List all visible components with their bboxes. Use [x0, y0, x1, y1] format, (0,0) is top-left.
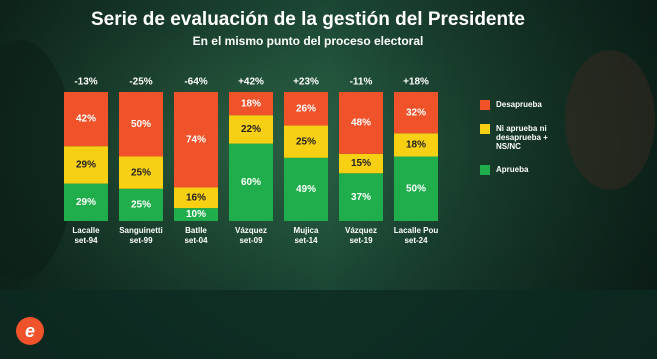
value-label: 48%	[351, 118, 371, 129]
value-label: 49%	[296, 184, 316, 195]
chart-subtitle: En el mismo punto del proceso electoral	[193, 34, 424, 48]
bar-segment	[174, 208, 218, 221]
value-label: 16%	[186, 192, 206, 203]
x-tick-label: Vázquez	[345, 226, 377, 235]
x-tick-label: set-24	[404, 236, 428, 245]
net-label: +18%	[403, 77, 429, 88]
value-label: 15%	[351, 158, 371, 169]
value-label: 29%	[76, 197, 96, 208]
x-tick-label: Lacalle Pou	[394, 226, 439, 235]
x-tick-label: set-09	[239, 236, 263, 245]
value-label: 37%	[351, 192, 371, 203]
bar-segment	[119, 92, 163, 157]
value-label: 25%	[131, 200, 151, 211]
legend-swatch	[480, 124, 490, 134]
bar-segment	[339, 173, 383, 221]
legend-label: Desaprueba	[496, 100, 542, 109]
logo-letter: e	[25, 321, 35, 341]
legend-item: Aprueba	[480, 165, 580, 175]
footer	[0, 290, 657, 359]
net-label: -11%	[350, 77, 373, 88]
chart-title: Serie de evaluación de la gestión del Pr…	[91, 9, 525, 30]
bar-segment	[284, 92, 328, 126]
value-label: 25%	[296, 136, 316, 147]
bar-segment	[284, 125, 328, 158]
bar-segment	[174, 187, 218, 209]
bar-segment	[229, 115, 273, 144]
value-label: 50%	[131, 119, 151, 130]
portrait	[565, 50, 655, 190]
bar-segment	[339, 153, 383, 174]
x-tick-label: set-94	[74, 236, 98, 245]
net-label: -25%	[129, 77, 152, 88]
value-label: 18%	[406, 140, 426, 151]
bar-segment	[119, 188, 163, 221]
legend-item: Ni aprueba ni desaprueba + NS/NC	[480, 124, 580, 151]
value-label: 18%	[241, 98, 261, 109]
net-label: +23%	[293, 77, 319, 88]
x-tick-label: set-99	[129, 236, 153, 245]
x-tick-label: Mujica	[294, 226, 319, 235]
value-label: 25%	[131, 167, 151, 178]
net-label: +42%	[238, 77, 264, 88]
value-label: 29%	[76, 160, 96, 171]
bar-segment	[64, 183, 108, 221]
net-label: -64%	[184, 77, 207, 88]
logo	[16, 317, 44, 345]
x-tick-label: set-14	[294, 236, 318, 245]
x-tick-label: set-19	[349, 236, 373, 245]
x-tick-label: set-04	[184, 236, 208, 245]
value-label: 50%	[406, 183, 426, 194]
value-label: 32%	[406, 107, 426, 118]
bar-segment	[64, 146, 108, 184]
value-label: 60%	[241, 177, 261, 188]
legend-label: Aprueba	[496, 165, 529, 174]
bar-segment	[394, 92, 438, 134]
value-label: 74%	[186, 134, 206, 145]
bar-segment	[394, 133, 438, 157]
legend: Desaprueba Ni aprueba ni desaprueba + NS/…	[480, 100, 580, 189]
legend-swatch	[480, 100, 490, 110]
legend-label: Ni aprueba ni desaprueba + NS/NC	[496, 124, 548, 151]
bar-segment	[64, 92, 108, 147]
bar-segment	[284, 157, 328, 221]
value-label: 42%	[76, 114, 96, 125]
value-label: 26%	[296, 103, 316, 114]
value-label: 22%	[241, 124, 261, 135]
legend-item: Desaprueba	[480, 100, 580, 110]
bar-segment	[339, 92, 383, 154]
bar-segment	[174, 92, 218, 188]
x-tick-label: Sanguinetti	[119, 226, 163, 235]
bar-segment	[394, 156, 438, 221]
bar-segment	[229, 92, 273, 116]
x-tick-label: Lacalle	[72, 226, 100, 235]
x-tick-label: Vázquez	[235, 226, 267, 235]
x-tick-label: Batlle	[185, 226, 207, 235]
net-label: -13%	[74, 77, 97, 88]
legend-swatch	[480, 165, 490, 175]
bar-segment	[229, 143, 273, 221]
value-label: 10%	[186, 209, 206, 220]
bar-segment	[119, 156, 163, 189]
silhouette	[0, 40, 75, 280]
